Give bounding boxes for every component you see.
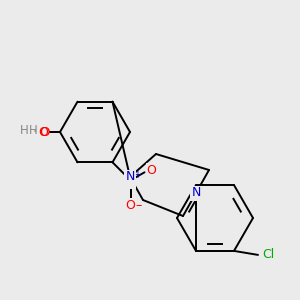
Text: N: N — [126, 175, 135, 188]
Text: –: – — [135, 199, 142, 212]
Text: H: H — [20, 124, 28, 137]
Text: Cl: Cl — [262, 248, 274, 261]
Text: ·: · — [33, 125, 37, 139]
Text: O: O — [147, 164, 156, 177]
Text: +: + — [134, 170, 142, 180]
Text: H: H — [28, 124, 38, 137]
Text: O: O — [126, 199, 135, 212]
Text: O: O — [38, 125, 48, 139]
Text: O: O — [39, 125, 49, 139]
Text: N: N — [191, 187, 201, 200]
Text: N: N — [125, 170, 135, 184]
